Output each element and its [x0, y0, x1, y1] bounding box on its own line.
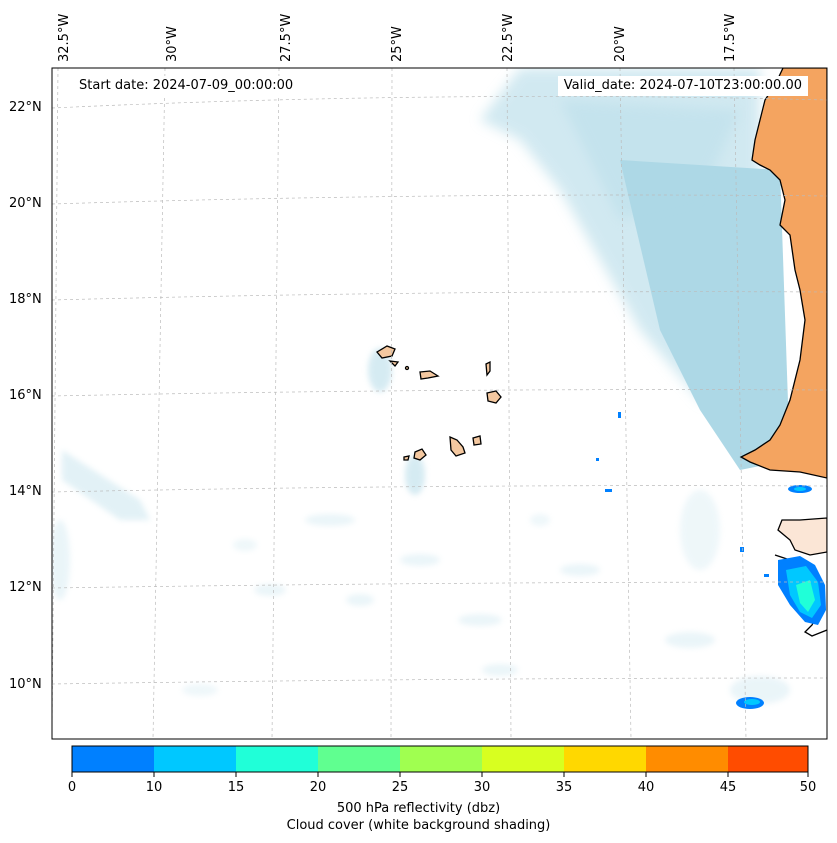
colorbar-segment: [728, 746, 808, 772]
cloud-cover: [52, 68, 790, 704]
colorbar-tick: 25: [391, 780, 409, 795]
colorbar-tick: 30: [473, 780, 491, 795]
colorbar-segment: [482, 746, 564, 772]
colorbar-tick: 50: [799, 780, 817, 795]
graticule: [52, 68, 827, 739]
reflectivity-cells: [596, 412, 826, 709]
lat-tick-label: 18°N: [9, 292, 42, 307]
colorbar-tick: 20: [309, 780, 327, 795]
lat-tick-label: 16°N: [9, 388, 42, 403]
gambia-region: [777, 517, 827, 556]
colorbar-segment: [236, 746, 318, 772]
colorbar-title: 500 hPa reflectivity (dbz): [336, 801, 501, 816]
lon-tick-label: 32.5°W: [57, 14, 72, 62]
cape-verde-islands: [376, 345, 502, 461]
colorbar-segment: [400, 746, 482, 772]
lon-tick-label: 27.5°W: [279, 14, 294, 62]
colorbar-tick: 40: [637, 780, 655, 795]
lat-tick-label: 14°N: [9, 484, 42, 499]
colorbar-tick: 35: [555, 780, 573, 795]
colorbar-tick: 45: [719, 780, 737, 795]
valid-date-label: Valid_date: 2024-07-10T23:00:00.00: [557, 76, 808, 96]
colorbar-tick: 15: [227, 780, 245, 795]
lat-tick-label: 10°N: [9, 677, 42, 692]
colorbar-outline: [71, 745, 809, 773]
colorbar-subtitle: Cloud cover (white background shading): [286, 818, 551, 833]
colorbar-segment: [646, 746, 728, 772]
lat-tick-label: 22°N: [9, 100, 42, 115]
lon-tick-label: 25°W: [390, 26, 405, 62]
lon-tick-labels: 32.5°W 30°W 27.5°W 25°W 22.5°W 20°W 17.5…: [57, 14, 738, 62]
lon-tick-label: 22.5°W: [501, 14, 516, 62]
lon-tick-label: 30°W: [165, 26, 180, 62]
colorbar-segment: [564, 746, 646, 772]
colorbar-tick: 10: [145, 780, 163, 795]
lat-tick-label: 20°N: [9, 196, 42, 211]
colorbar-tick-labels: 0 10 15 20 25 30 35 40 45 50: [0, 780, 837, 798]
lat-tick-label: 12°N: [9, 580, 42, 595]
lat-tick-labels: 22°N 20°N 18°N 16°N 14°N 12°N 10°N: [9, 100, 42, 692]
colorbar-segment: [154, 746, 236, 772]
colorbar: [71, 745, 809, 777]
lon-tick-label: 20°W: [613, 26, 628, 62]
map-frame: [51, 67, 828, 740]
lon-tick-label: 17.5°W: [723, 14, 738, 62]
africa-coast: [739, 68, 827, 479]
colorbar-segment: [318, 746, 400, 772]
colorbar-tick: 0: [67, 780, 77, 795]
colorbar-segment: [72, 746, 154, 772]
start-date-label: Start date: 2024-07-09_00:00:00: [73, 76, 300, 96]
